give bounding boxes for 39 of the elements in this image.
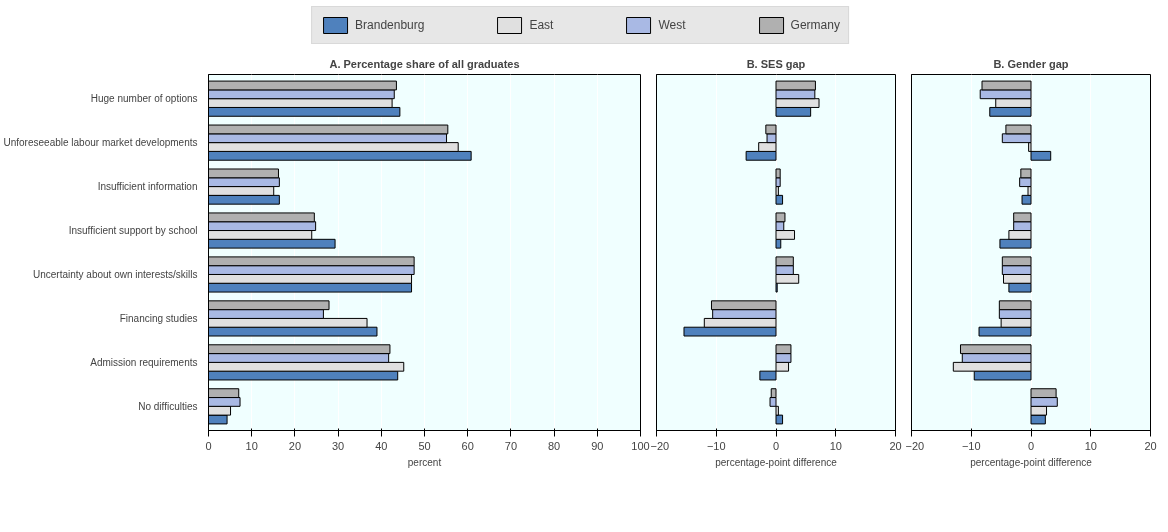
legend-label: Brandenburg — [355, 18, 425, 32]
x-tick-label: −20 — [650, 439, 670, 452]
legend-label: West — [658, 18, 686, 32]
x-tick-label: 0 — [1027, 439, 1035, 452]
x-tick-label: 50 — [418, 439, 431, 452]
x-tick-label: 70 — [504, 439, 518, 452]
y-tick-label: Uncertainty about own interests/skills — [32, 268, 198, 280]
x-axis-title: percentage-point difference — [970, 456, 1093, 468]
x-axis-title: percentage-point difference — [715, 456, 838, 468]
x-tick-label: 0 — [205, 439, 212, 452]
x-tick-label: 20 — [1144, 439, 1157, 452]
x-tick-label: 30 — [331, 439, 345, 452]
y-tick-label: Insufficient information — [97, 181, 198, 193]
x-tick-label: 90 — [591, 439, 604, 452]
chart-title: A. Percentage share of all graduates — [329, 57, 520, 70]
y-tick-label: Financing studies — [119, 312, 198, 324]
x-tick-label: 20 — [288, 439, 302, 452]
y-tick-label: No difficulties — [138, 400, 198, 412]
chart-title: B. SES gap — [746, 57, 806, 70]
x-tick-label: 40 — [375, 439, 388, 452]
x-tick-label: 20 — [889, 439, 902, 452]
x-tick-label: 10 — [1084, 439, 1097, 452]
legend-label: East — [529, 18, 554, 32]
x-tick-label: 80 — [547, 439, 561, 452]
x-tick-label: −10 — [961, 439, 981, 452]
x-axis-title: percent — [407, 456, 442, 468]
x-tick-label: 10 — [829, 439, 842, 452]
chart-title: B. Gender gap — [993, 57, 1069, 70]
x-tick-label: −10 — [706, 439, 726, 452]
legend-label: Germany — [790, 18, 840, 32]
y-tick-label: Insufficient support by school — [68, 225, 198, 237]
x-tick-label: 100 — [631, 439, 650, 452]
x-tick-label: −20 — [905, 439, 925, 452]
x-tick-label: 0 — [772, 439, 780, 452]
x-tick-label: 10 — [245, 439, 258, 452]
y-tick-label: Huge number of options — [90, 93, 198, 105]
x-tick-label: 60 — [461, 439, 474, 452]
y-tick-label: Admission requirements — [90, 356, 198, 368]
y-tick-label: Unforeseeable labour market developments — [3, 137, 198, 149]
